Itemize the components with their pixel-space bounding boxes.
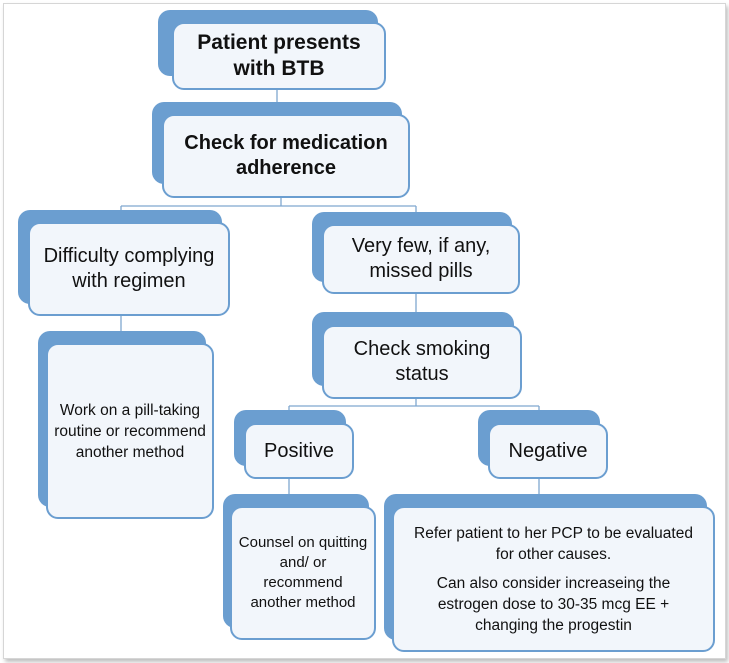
- node-counsel-label: Counsel on quitting and/ or recommend an…: [238, 534, 368, 611]
- node-difficulty-label: Difficulty complying with regimen: [43, 245, 215, 292]
- node-pill-routine: Work on a pill-taking routine or recomme…: [38, 331, 214, 519]
- node-refer-text: Refer patient to her PCP to be evaluated…: [414, 524, 693, 563]
- node-counsel: Counsel on quitting and/ or recommend an…: [223, 494, 376, 640]
- node-start: Patient presents with BTB: [158, 10, 386, 90]
- node-difficulty: Difficulty complying with regimen: [18, 210, 230, 316]
- node-consider-text: Can also consider increaseing the estrog…: [436, 574, 671, 634]
- node-positive: Positive: [234, 410, 354, 479]
- node-few-missed-label: Very few, if any, missed pills: [351, 235, 491, 282]
- diagram-frame: Patient presents with BTB Check for medi…: [3, 3, 726, 659]
- node-check-adherence: Check for medication adherence: [152, 102, 410, 198]
- node-start-label: Patient presents with BTB: [197, 31, 361, 80]
- node-negative-label: Negative: [508, 439, 588, 462]
- node-refer: Refer patient to her PCP to be evaluated…: [384, 494, 715, 652]
- node-positive-label: Positive: [263, 439, 335, 462]
- node-check-smoking: Check smoking status: [312, 312, 522, 399]
- node-check-smoking-label: Check smoking status: [353, 338, 491, 385]
- node-negative: Negative: [478, 410, 608, 479]
- node-pill-routine-label: Work on a pill-taking routine or recomme…: [54, 401, 206, 461]
- node-check-adherence-label: Check for medication adherence: [184, 132, 388, 179]
- node-few-missed: Very few, if any, missed pills: [312, 212, 520, 294]
